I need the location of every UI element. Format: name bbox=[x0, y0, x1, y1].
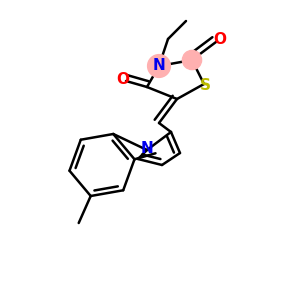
Circle shape bbox=[148, 55, 170, 77]
Text: O: O bbox=[213, 32, 226, 47]
Text: S: S bbox=[200, 78, 211, 93]
Circle shape bbox=[182, 50, 202, 70]
Text: O: O bbox=[116, 72, 130, 87]
Text: N: N bbox=[153, 58, 165, 74]
Text: N: N bbox=[141, 141, 153, 156]
